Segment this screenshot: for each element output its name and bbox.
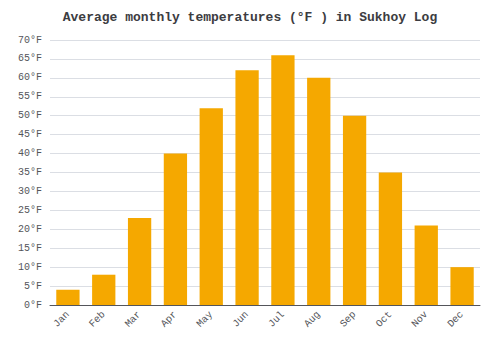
- svg-text:Dec: Dec: [445, 309, 465, 329]
- svg-text:Nov: Nov: [410, 309, 430, 329]
- svg-text:50°F: 50°F: [18, 110, 42, 121]
- svg-text:40°F: 40°F: [18, 148, 42, 159]
- svg-text:70°F: 70°F: [18, 35, 42, 46]
- svg-text:20°F: 20°F: [18, 224, 42, 235]
- svg-text:Jan: Jan: [51, 309, 71, 329]
- svg-text:65°F: 65°F: [18, 53, 42, 64]
- svg-text:60°F: 60°F: [18, 72, 42, 83]
- svg-text:Average monthly temperatures (: Average monthly temperatures (°F ) in Su…: [63, 10, 438, 25]
- svg-text:Aug: Aug: [302, 309, 322, 329]
- svg-text:5°F: 5°F: [24, 281, 42, 292]
- svg-text:55°F: 55°F: [18, 91, 42, 102]
- svg-text:15°F: 15°F: [18, 243, 42, 254]
- svg-text:Oct: Oct: [374, 309, 394, 329]
- svg-text:Sep: Sep: [338, 309, 358, 329]
- svg-text:Mar: Mar: [123, 309, 143, 329]
- svg-text:Feb: Feb: [87, 309, 107, 329]
- svg-text:10°F: 10°F: [18, 262, 42, 273]
- svg-text:0°F: 0°F: [24, 300, 42, 311]
- svg-text:Jun: Jun: [230, 309, 250, 329]
- svg-text:Apr: Apr: [159, 309, 179, 329]
- svg-text:35°F: 35°F: [18, 167, 42, 178]
- svg-text:30°F: 30°F: [18, 186, 42, 197]
- svg-text:Jul: Jul: [266, 309, 286, 329]
- svg-text:25°F: 25°F: [18, 205, 42, 216]
- svg-text:45°F: 45°F: [18, 129, 42, 140]
- svg-text:May: May: [195, 309, 215, 329]
